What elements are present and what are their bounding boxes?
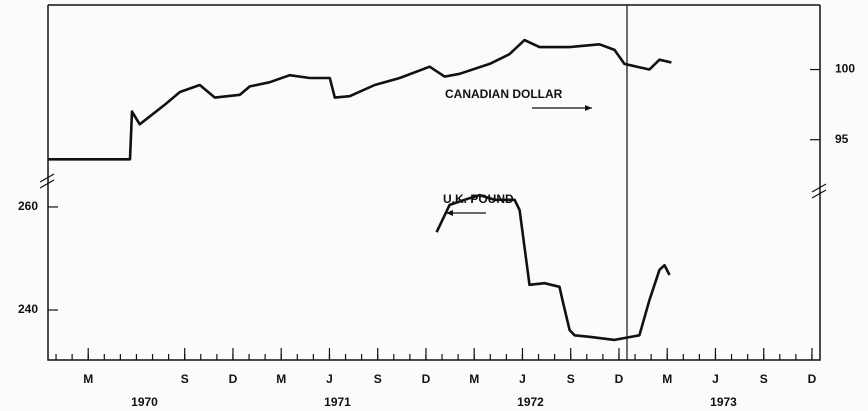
axis-break [39,173,55,189]
series-line [435,193,671,342]
axis-break [811,183,827,199]
arrow-head [585,105,592,111]
x-tick-label: S [567,372,575,386]
x-tick-label: M [276,372,286,386]
axis [47,5,821,361]
x-tick-label: D [229,372,238,386]
year-label: 1972 [517,395,544,409]
x-tick-label: D [422,372,431,386]
y-tick-label: 260 [18,199,38,213]
y2-tick-label: 95 [835,132,849,146]
x-tick-label: J [712,372,719,386]
x-tick-label: D [615,372,624,386]
x-tick-label: S [760,372,768,386]
x-tick-label: M [83,372,93,386]
x-tick-label: M [469,372,479,386]
series-line [48,38,672,161]
year-label: 1971 [324,395,351,409]
annotation: CANADIAN DOLLAR [445,87,563,101]
y-tick-label: 240 [18,302,38,316]
x-tick-label: J [519,372,526,386]
x-tick-label: M [662,372,672,386]
x-tick-label: D [808,372,817,386]
annotation: U.K. POUND [443,192,514,206]
y2-tick-label: 100 [835,62,855,76]
year-label: 1973 [710,395,737,409]
x-tick-label: S [374,372,382,386]
x-tick-label: J [326,372,333,386]
x-tick-label: S [181,372,189,386]
year-label: 1970 [131,395,158,409]
arrow-head [446,210,453,216]
